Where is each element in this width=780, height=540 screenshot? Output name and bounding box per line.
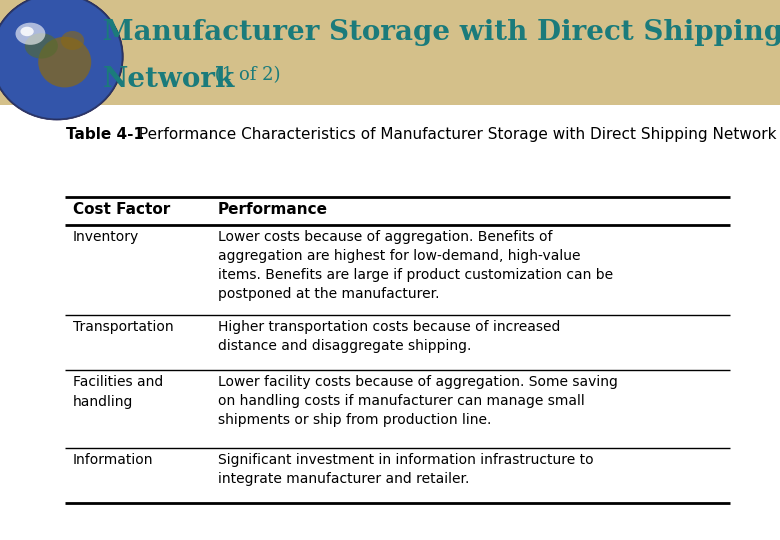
Text: Table 4-1: Table 4-1 bbox=[66, 127, 144, 142]
Text: Network: Network bbox=[103, 66, 236, 93]
Text: Performance: Performance bbox=[218, 202, 328, 217]
Text: Higher transportation costs because of increased
distance and disaggregate shipp: Higher transportation costs because of i… bbox=[218, 320, 560, 353]
Ellipse shape bbox=[16, 23, 45, 45]
Ellipse shape bbox=[61, 31, 84, 50]
Text: Information: Information bbox=[73, 453, 154, 467]
Text: Significant investment in information infrastructure to
integrate manufacturer a: Significant investment in information in… bbox=[218, 453, 594, 486]
Text: (1 of 2): (1 of 2) bbox=[209, 66, 281, 84]
Text: Facilities and
handling: Facilities and handling bbox=[73, 375, 163, 409]
Ellipse shape bbox=[20, 26, 34, 36]
Text: Inventory: Inventory bbox=[73, 230, 140, 244]
Ellipse shape bbox=[25, 33, 58, 58]
Bar bbox=[0, 0, 780, 105]
Text: Cost Factor: Cost Factor bbox=[73, 202, 170, 217]
Ellipse shape bbox=[38, 37, 91, 87]
Text: Manufacturer Storage with Direct Shipping: Manufacturer Storage with Direct Shippin… bbox=[103, 19, 780, 46]
Text: Lower facility costs because of aggregation. Some saving
on handling costs if ma: Lower facility costs because of aggregat… bbox=[218, 375, 618, 427]
Text: Transportation: Transportation bbox=[73, 320, 174, 334]
Ellipse shape bbox=[0, 0, 122, 118]
Text: Lower costs because of aggregation. Benefits of
aggregation are highest for low-: Lower costs because of aggregation. Bene… bbox=[218, 230, 613, 301]
Text: Performance Characteristics of Manufacturer Storage with Direct Shipping Network: Performance Characteristics of Manufactu… bbox=[134, 127, 777, 142]
Ellipse shape bbox=[0, 0, 123, 120]
